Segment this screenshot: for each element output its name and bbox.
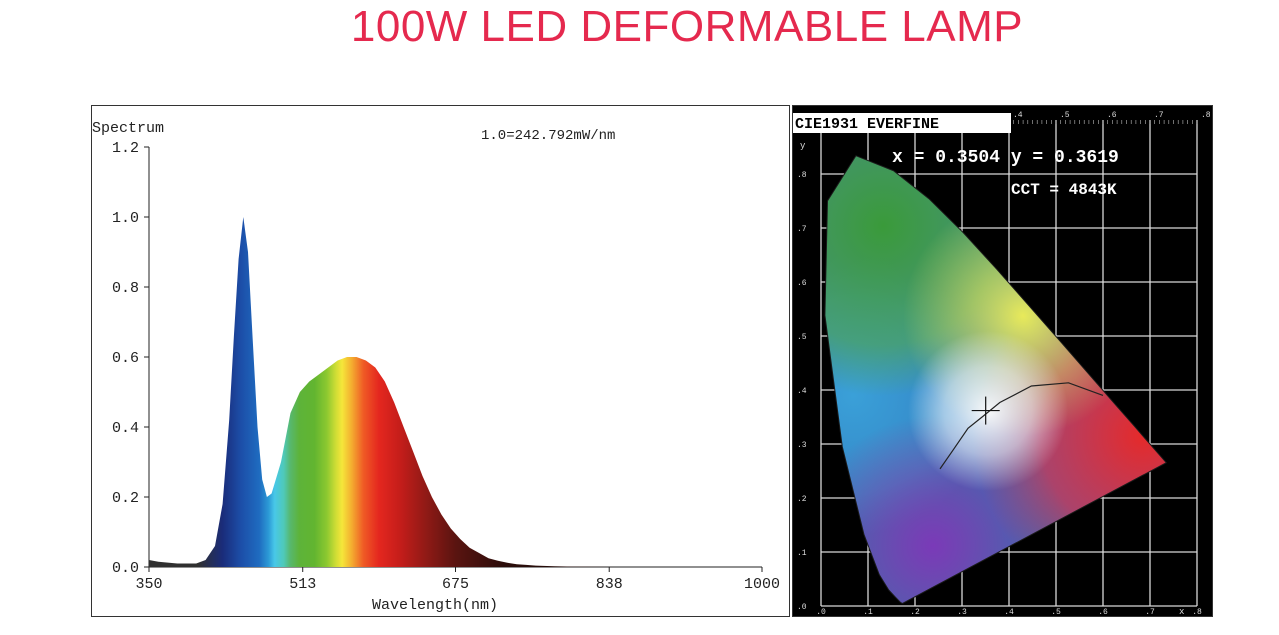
cie-coordinates: x = 0.3504 y = 0.3619 (892, 148, 1119, 168)
spectrum-x-label: Wavelength(nm) (372, 597, 498, 614)
cie-y-tick-label: .4 (797, 387, 807, 396)
y-tick-label: 0.0 (112, 560, 139, 577)
cie-top-tick-label: .6 (1107, 111, 1117, 120)
x-tick-label: 513 (289, 576, 316, 593)
chromaticity-point-marker (971, 396, 1000, 425)
y-tick-label: 0.8 (112, 280, 139, 297)
cie-y-tick-label: .7 (797, 225, 807, 234)
x-tick-label: 838 (596, 576, 623, 593)
cie-tick-labels: .0 .1 .2 .3 .4 .5 .6 .7 .8 .0 .1 .2 .3 .4 .5 .6 .7 .8 .4 .5… (797, 111, 1211, 616)
x-tick-label: 1000 (744, 576, 780, 593)
cie-x-tick-label: .8 (1192, 608, 1202, 616)
cie-y-tick-label: .0 (797, 603, 807, 612)
cie-x-tick-label: .1 (863, 608, 873, 616)
cie-y-tick-label: .2 (797, 495, 807, 504)
y-tick-label: 0.6 (112, 350, 139, 367)
cie-x-tick-label: .4 (1004, 608, 1014, 616)
page-title: 100W LED DEFORMABLE LAMP (350, 2, 1024, 51)
cie-y-tick-label: .5 (797, 333, 807, 342)
x-tick-label: 675 (442, 576, 469, 593)
cie-y-tick-label: .6 (797, 279, 807, 288)
cie-x-tick-label: .6 (1098, 608, 1108, 616)
x-tick-label: 350 (135, 576, 162, 593)
cie-x-tick-label: .3 (957, 608, 967, 616)
cie-chromaticity-diagram: .0 .1 .2 .3 .4 .5 .6 .7 .8 .0 .1 .2 .3 .4 .5 .6 .7 .8 .4 .5… (793, 111, 1211, 616)
spectrum-chart: 0.0 0.2 0.4 0.6 0.8 1.0 1.2 350 513 675 838 1000 Sp… (92, 120, 780, 614)
y-tick-label: 0.2 (112, 490, 139, 507)
cie-top-tick-label: .8 (1201, 111, 1211, 120)
cie-x-tick-label: .2 (910, 608, 920, 616)
cie-x-tick-label: .5 (1051, 608, 1061, 616)
cie-diagram-panel: .0 .1 .2 .3 .4 .5 .6 .7 .8 .0 .1 .2 .3 .4 .5 .6 .7 .8 .4 .5… (792, 105, 1213, 617)
cie-y-tick-label: .3 (797, 441, 807, 450)
y-tick-label: 1.2 (112, 140, 139, 157)
cie-top-tick-label: .7 (1154, 111, 1164, 120)
cie-top-tick-label: .5 (1060, 111, 1070, 120)
cie-title: CIE1931 EVERFINE (795, 116, 939, 133)
cie-spectral-locus (824, 155, 1168, 604)
cie-cct: CCT = 4843K (1011, 181, 1117, 199)
planckian-locus (939, 382, 1104, 470)
y-tick-label: 1.0 (112, 210, 139, 227)
cie-x-tick-label: .7 (1145, 608, 1155, 616)
spectrum-annotation: 1.0=242.792mW/nm (481, 128, 615, 144)
y-tick-label: 0.4 (112, 420, 139, 437)
cie-top-tick-label: .4 (1013, 111, 1023, 120)
spectrum-chart-panel: 0.0 0.2 0.4 0.6 0.8 1.0 1.2 350 513 675 838 1000 Sp… (91, 105, 790, 617)
cie-y-axis-label: y (800, 141, 806, 151)
cie-y-tick-label: .8 (797, 171, 807, 180)
cie-color-gamut (824, 155, 1167, 604)
spectrum-area (149, 217, 762, 567)
spectrum-y-label: Spectrum (92, 120, 164, 137)
cie-x-axis-label: x (1179, 607, 1184, 616)
cie-title-background (793, 113, 1011, 133)
cie-y-tick-label: .1 (797, 549, 807, 558)
cie-x-tick-label: .0 (816, 608, 826, 616)
spectrum-tick-labels: 0.0 0.2 0.4 0.6 0.8 1.0 1.2 350 513 675 838 1000 (112, 140, 780, 593)
